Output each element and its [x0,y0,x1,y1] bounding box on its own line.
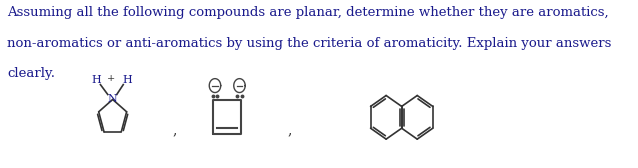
Text: clearly.: clearly. [7,67,55,80]
Text: H: H [91,75,101,85]
Text: N: N [108,94,117,104]
Text: +: + [107,74,115,83]
Text: Assuming all the following compounds are planar, determine whether they are arom: Assuming all the following compounds are… [7,6,609,19]
Text: H: H [122,75,132,85]
Text: ,: , [173,124,177,138]
Text: non-aromatics or anti-aromatics by using the criteria of aromaticity. Explain yo: non-aromatics or anti-aromatics by using… [7,36,611,50]
Text: ,: , [288,124,292,138]
